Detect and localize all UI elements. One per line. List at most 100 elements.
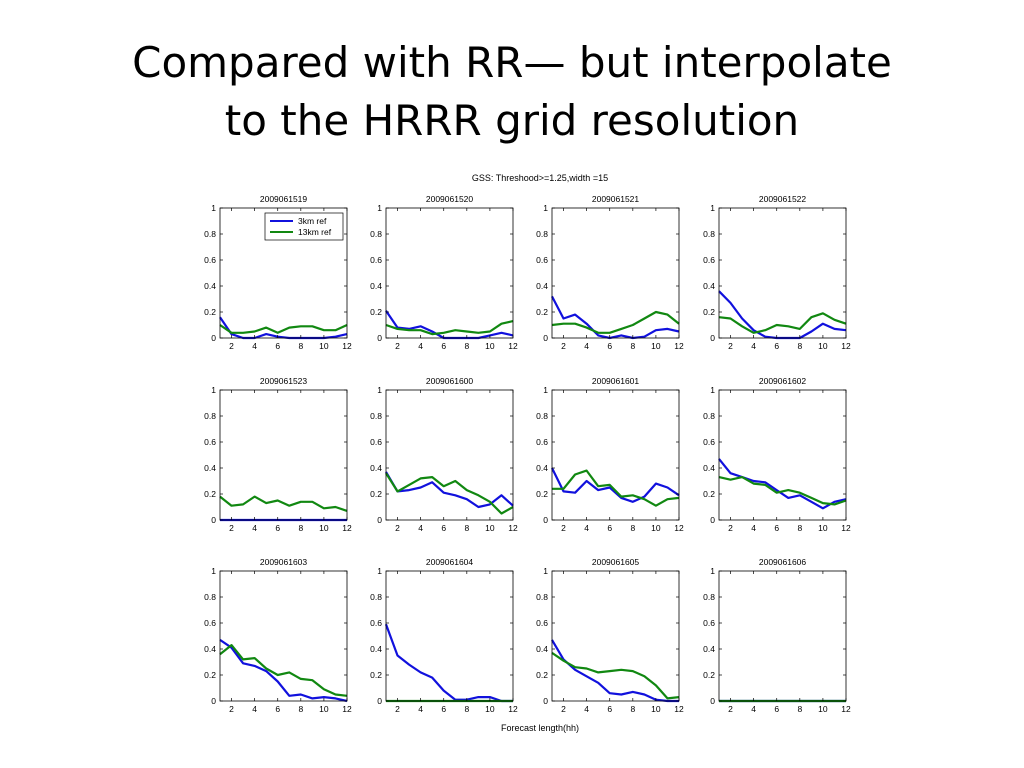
x-tick-label: 8 [298,341,303,351]
x-tick-label: 10 [651,523,661,533]
axes-frame [551,389,680,521]
x-tick-label: 4 [418,704,423,714]
x-tick-label: 12 [841,523,851,533]
y-tick-label: 0.4 [703,281,715,291]
x-tick-label: 6 [441,341,446,351]
y-tick-label: 0 [543,696,548,706]
series-line-13km-ref [552,469,680,507]
x-tick-label: 2 [728,523,733,533]
y-tick-label: 0.2 [370,489,382,499]
series-line-3km-ref [219,638,348,703]
x-tick-label: 8 [464,341,469,351]
series-line-13km-ref [219,495,348,512]
y-tick-label: 1 [543,203,548,213]
y-tick-label: 1 [377,566,382,576]
x-tick-label: 2 [561,704,566,714]
series-line-13km-ref [219,323,348,334]
x-tick-label: 10 [818,341,828,351]
y-tick-label: 0.2 [703,307,715,317]
y-tick-label: 0.4 [536,644,548,654]
y-tick-label: 0.8 [370,229,382,239]
x-tick-label: 2 [561,341,566,351]
series-line-3km-ref [385,310,514,340]
x-tick-label: 4 [751,704,756,714]
x-tick-label: 10 [818,523,828,533]
x-tick-label: 10 [818,704,828,714]
x-tick-label: 8 [630,523,635,533]
subplot-title: 2009061603 [260,557,308,567]
x-tick-label: 2 [728,704,733,714]
y-tick-label: 0.6 [204,618,216,628]
x-tick-label: 10 [485,341,495,351]
figure-suptitle: GSS: Threshood>=1.25,width =15 [472,173,608,183]
y-tick-label: 0.4 [370,463,382,473]
y-tick-label: 0.6 [204,437,216,447]
x-tick-label: 10 [651,341,661,351]
x-tick-label: 4 [252,704,257,714]
y-tick-label: 1 [710,203,715,213]
x-tick-label: 4 [418,341,423,351]
x-tick-label: 10 [319,341,329,351]
axes-frame [718,570,847,702]
subplot-title: 2009061521 [592,194,640,204]
axes-frame [718,207,847,339]
subplot-title: 2009061606 [759,557,807,567]
y-tick-label: 0.6 [703,618,715,628]
subplot-title: 2009061523 [260,376,308,386]
y-tick-label: 0.8 [703,592,715,602]
y-tick-label: 0.2 [536,670,548,680]
y-tick-label: 0.8 [703,411,715,421]
y-tick-label: 0.6 [536,618,548,628]
x-tick-label: 4 [418,523,423,533]
y-tick-label: 0.2 [370,670,382,680]
y-tick-label: 1 [211,566,216,576]
x-tick-label: 8 [630,704,635,714]
x-tick-label: 2 [728,341,733,351]
x-tick-label: 4 [751,523,756,533]
legend-entry: 3km ref [298,216,327,226]
subplot-title: 2009061522 [759,194,807,204]
y-tick-label: 0 [377,515,382,525]
axes-frame [551,207,680,339]
y-tick-label: 0.4 [204,281,216,291]
x-tick-label: 8 [298,704,303,714]
y-tick-label: 0 [211,696,216,706]
slide-title: Compared with RR— but interpolate to the… [0,34,1024,150]
x-tick-label: 12 [342,523,352,533]
y-tick-label: 1 [710,566,715,576]
y-tick-label: 1 [377,203,382,213]
y-tick-label: 0.2 [204,489,216,499]
x-axis-label: Forecast length(hh) [501,723,579,733]
series-line-3km-ref [551,295,680,340]
subplot-title: 2009061601 [592,376,640,386]
x-tick-label: 12 [508,341,518,351]
axes-frame [219,389,348,521]
x-tick-label: 4 [751,341,756,351]
y-tick-label: 0.2 [703,670,715,680]
x-tick-label: 6 [774,704,779,714]
x-tick-label: 10 [319,523,329,533]
series-line-3km-ref [384,623,513,703]
y-tick-label: 0.2 [536,307,548,317]
x-tick-label: 6 [441,704,446,714]
x-tick-label: 12 [674,523,684,533]
x-tick-label: 12 [674,704,684,714]
y-tick-label: 0.6 [703,255,715,265]
x-tick-label: 2 [395,704,400,714]
y-tick-label: 0 [543,515,548,525]
y-tick-label: 1 [543,385,548,395]
axes-frame [385,389,514,521]
y-tick-label: 0 [377,333,382,343]
x-tick-label: 2 [229,704,234,714]
subplot-title: 2009061604 [426,557,474,567]
y-tick-label: 1 [211,203,216,213]
subplot-title: 2009061602 [759,376,807,386]
